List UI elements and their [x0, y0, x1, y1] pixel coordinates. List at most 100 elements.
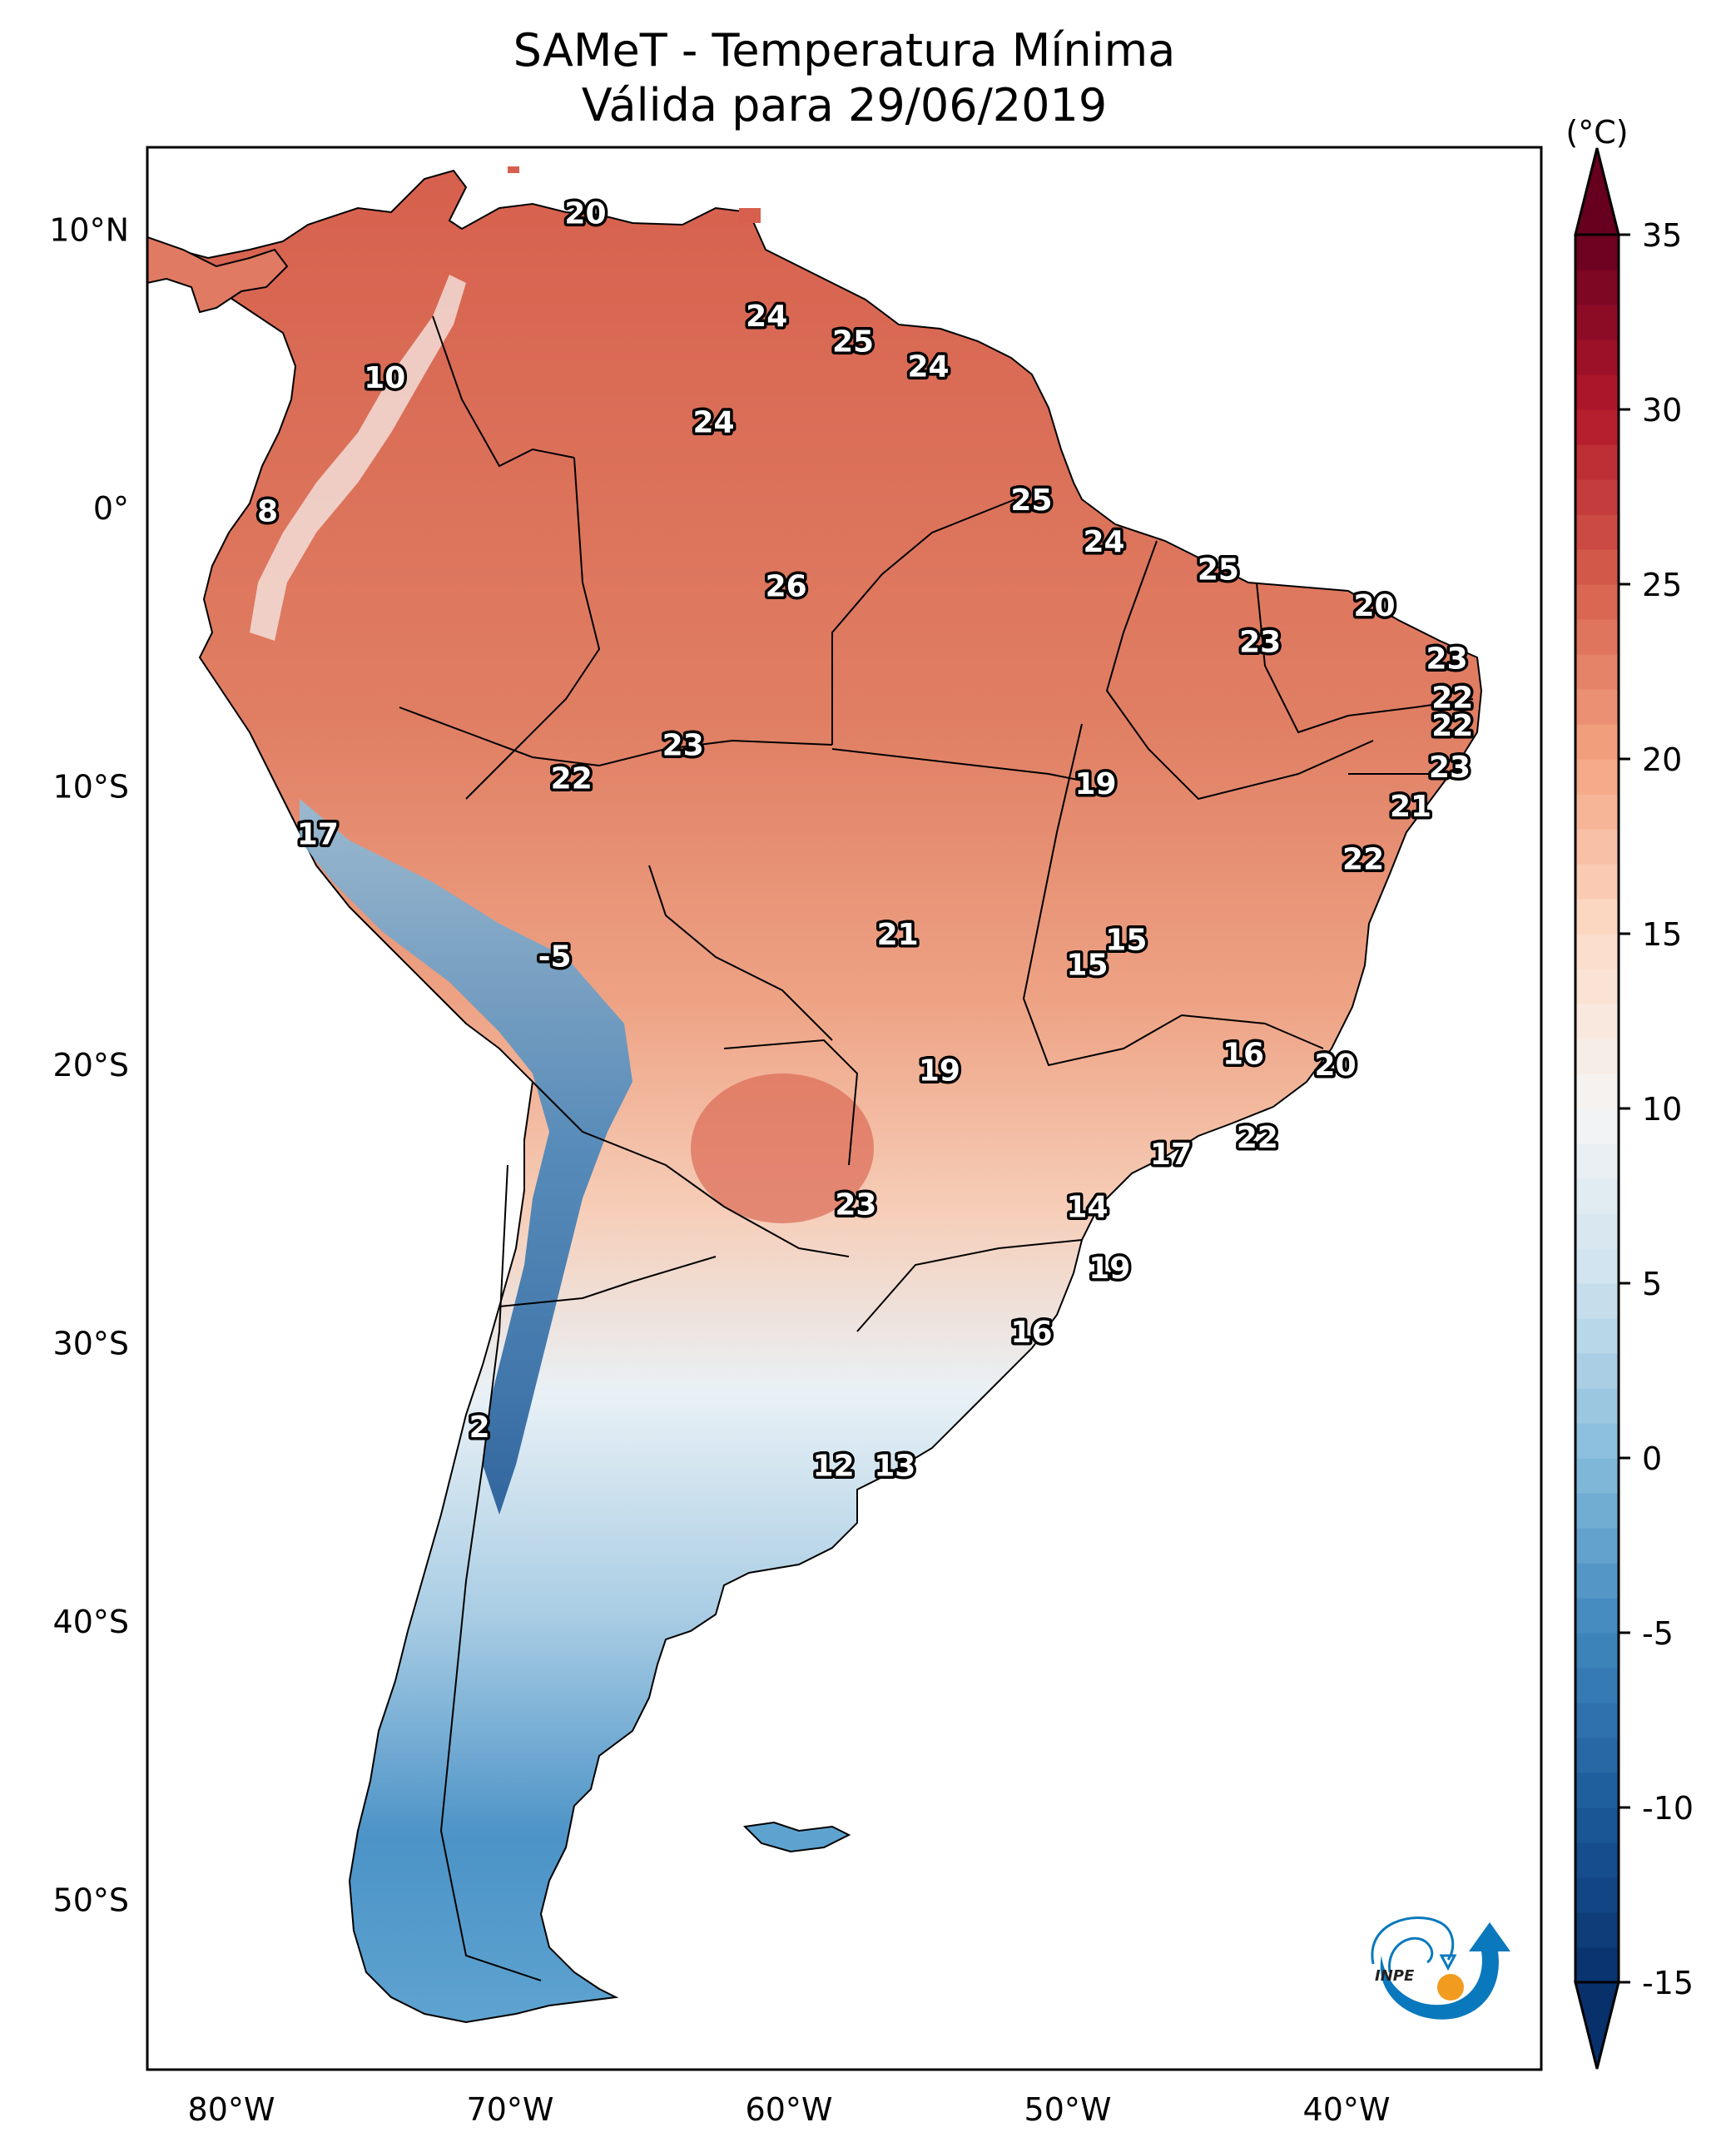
colorbar-tick-label: 30	[1642, 392, 1682, 429]
caribbean-island	[508, 166, 519, 173]
colorbar-segment	[1575, 1213, 1619, 1249]
colorbar-segment	[1575, 969, 1619, 1004]
y-tick-label: 0°	[93, 490, 129, 527]
colorbar-segment	[1575, 1004, 1619, 1039]
colorbar-segment	[1575, 1738, 1619, 1773]
colorbar-segment	[1575, 1108, 1619, 1144]
station-temperature-label: 10	[364, 361, 405, 395]
x-tick-label: 60°W	[746, 2091, 833, 2128]
colorbar-segment	[1575, 1807, 1619, 1843]
colorbar-body	[1574, 147, 1620, 2070]
colorbar-segment	[1575, 934, 1619, 969]
station-temperature-label: 12	[813, 1450, 855, 1484]
station-temperature-label: 13	[874, 1450, 915, 1484]
x-tick-label: 40°W	[1303, 2091, 1391, 2128]
colorbar-segment	[1575, 235, 1619, 270]
northern-andes-band	[250, 275, 466, 641]
map-area	[147, 166, 1483, 2024]
central-america-landmass	[147, 236, 289, 314]
x-tick-label: 80°W	[188, 2091, 275, 2128]
colorbar-tick-label: -15	[1642, 1965, 1694, 2001]
y-tick-label: 20°S	[53, 1047, 129, 1083]
station-temperature-label: 24	[746, 300, 787, 334]
colorbar-segment	[1575, 1703, 1619, 1738]
station-temperature-label: 23	[662, 728, 704, 762]
colorbar-segment	[1575, 479, 1619, 515]
colorbar-segment	[1575, 899, 1619, 935]
colorbar-segment	[1575, 1074, 1619, 1109]
colorbar-extend-max	[1574, 147, 1620, 236]
logo-sun-icon	[1437, 1974, 1464, 2001]
station-temperature-label: 24	[692, 405, 734, 439]
logo-text: INPE	[1375, 1967, 1415, 1985]
colorbar-segment	[1575, 514, 1619, 550]
station-temperature-label: 22	[1342, 842, 1384, 876]
station-temperature-label: 20	[1353, 589, 1395, 623]
colorbar-segment	[1575, 864, 1619, 900]
colorbar-segment	[1575, 374, 1619, 410]
station-temperature-label: 17	[1150, 1138, 1192, 1172]
logo-orbit-icon	[1371, 1916, 1455, 1973]
chart-title: SAMeT - Temperatura Mínima	[513, 24, 1176, 77]
colorbar-segment	[1575, 1877, 1619, 1913]
y-axis-ticks: 10°N 0° 10°S 20°S 30°S 40°S 50°S	[49, 212, 129, 1919]
colorbar-ticks: 35 30 25 20 15 10 5 0 -5 -10 -15	[1619, 217, 1694, 2001]
station-temperature-label: 19	[1089, 1252, 1130, 1286]
station-temperature-label: -5	[538, 940, 572, 974]
y-tick-label: 50°S	[53, 1882, 129, 1919]
colorbar-segment	[1575, 409, 1619, 445]
colorbar-segment	[1575, 759, 1619, 795]
station-temperature-label: 25	[1198, 553, 1239, 588]
station-temperature-label: 23	[1239, 626, 1281, 660]
station-temperature-label: 16	[1223, 1038, 1264, 1072]
station-temperature-label: 22	[1431, 709, 1473, 743]
x-tick-label: 50°W	[1024, 2091, 1112, 2128]
station-temperature-label: 23	[1426, 642, 1468, 677]
andes-cold-band	[300, 799, 632, 1515]
inpe-logo: INPE	[1371, 1916, 1510, 2020]
logo-swoosh-icon	[1380, 1922, 1510, 2020]
station-temperature-label: 23	[1429, 751, 1471, 785]
station-temperature-label: 15	[1066, 949, 1108, 983]
colorbar-segment	[1575, 654, 1619, 690]
station-temperature-label: 2	[469, 1411, 490, 1445]
colorbar-segment	[1575, 689, 1619, 725]
station-temperature-label: 20	[564, 196, 606, 231]
colorbar-segment	[1575, 1143, 1619, 1179]
colorbar-segment	[1575, 1947, 1619, 1983]
station-temperature-label: 24	[907, 350, 949, 384]
x-axis-ticks: 80°W 70°W 60°W 50°W 40°W	[188, 2091, 1391, 2128]
station-temperature-label: 22	[1237, 1121, 1278, 1155]
station-temperature-label: 20	[1315, 1049, 1357, 1083]
falkland-islands	[742, 1821, 851, 1853]
colorbar-segment	[1575, 1633, 1619, 1669]
colorbar-tick-label: 10	[1642, 1091, 1682, 1128]
colorbar-segment	[1575, 1842, 1619, 1878]
colorbar-segment	[1575, 1912, 1619, 1948]
colorbar: (°C) 35 30 25 20 15 10 5 0 -5 -10 -15	[1565, 114, 1694, 2070]
colorbar-segment	[1575, 1178, 1619, 1214]
axes-frame	[146, 146, 1543, 2071]
logo-arrow-head-icon	[1439, 1954, 1457, 1971]
station-temperature-label: 8	[257, 494, 278, 528]
country-borders	[399, 315, 1474, 1981]
colorbar-tick-label: -5	[1642, 1615, 1674, 1652]
station-temperature-label: 24	[1083, 525, 1124, 559]
station-temperature-label: 21	[1390, 790, 1431, 824]
colorbar-tick-label: 5	[1642, 1266, 1662, 1302]
y-tick-label: 10°S	[53, 769, 129, 806]
station-temperature-label: 19	[1074, 767, 1116, 801]
y-tick-label: 40°S	[53, 1604, 129, 1640]
station-temperature-label: 25	[832, 325, 874, 359]
colorbar-segment	[1575, 1248, 1619, 1284]
colorbar-tick-label: 25	[1642, 567, 1682, 603]
chart-subtitle: Válida para 29/06/2019	[581, 79, 1108, 131]
colorbar-tick-label: 15	[1642, 916, 1682, 953]
colorbar-segment	[1575, 794, 1619, 830]
colorbar-segment	[1575, 1283, 1619, 1319]
colorbar-segment	[1575, 829, 1619, 865]
colorbar-segment	[1575, 1423, 1619, 1459]
station-temperature-label: 22	[551, 761, 593, 796]
colorbar-tick-label: 35	[1642, 217, 1682, 254]
y-tick-label: 30°S	[53, 1326, 129, 1362]
